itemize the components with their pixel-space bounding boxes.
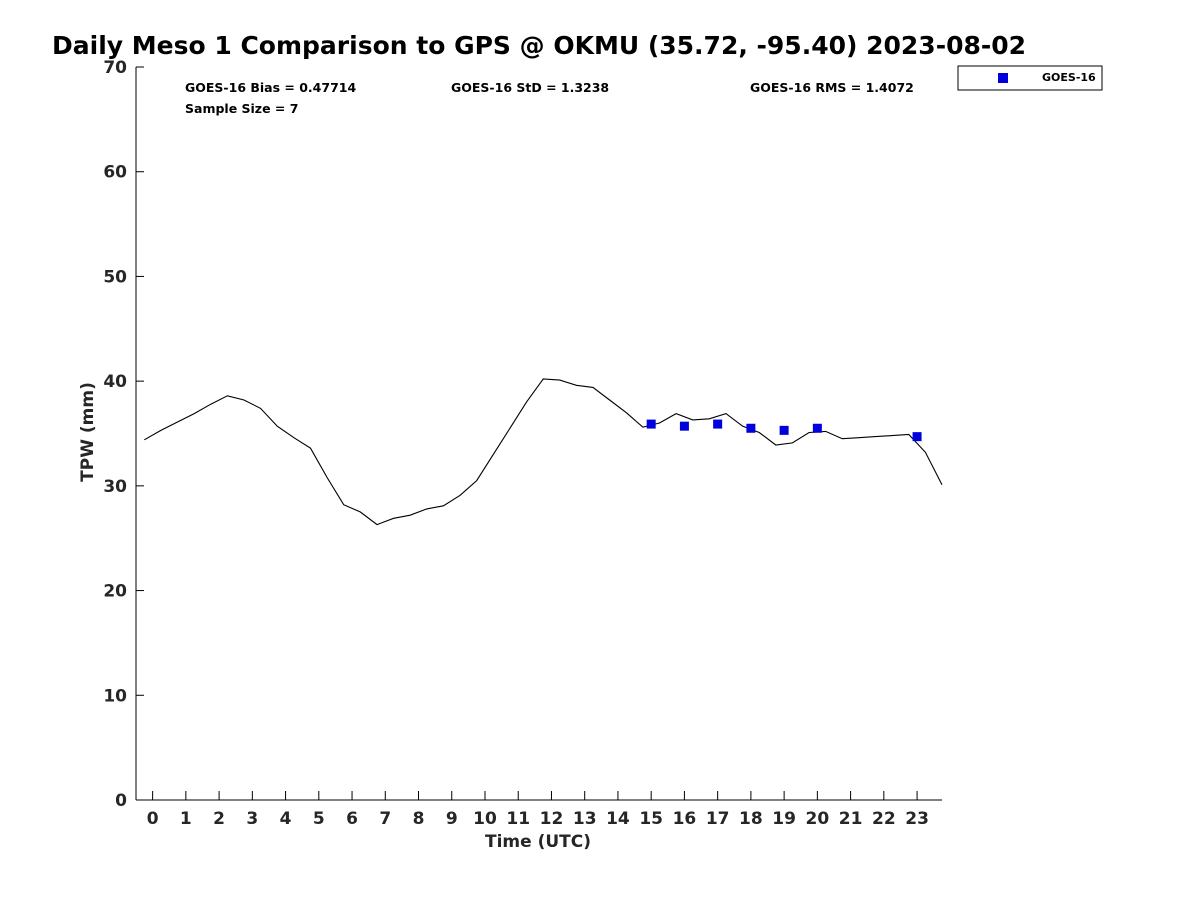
goes-16-point <box>812 423 822 433</box>
x-tick-label: 15 <box>639 809 663 829</box>
x-tick-label: 17 <box>706 809 730 829</box>
x-tick-label: 11 <box>506 809 530 829</box>
x-tick-label: 14 <box>606 809 630 829</box>
stat-std: GOES-16 StD = 1.3238 <box>451 80 609 95</box>
legend-marker-goes-16 <box>998 73 1008 83</box>
x-tick-label: 12 <box>540 809 564 829</box>
x-tick-label: 4 <box>280 809 292 829</box>
x-tick-label: 6 <box>346 809 358 829</box>
y-tick-label: 0 <box>115 791 127 811</box>
series-layer <box>144 378 943 526</box>
x-tick-label: 22 <box>872 809 896 829</box>
x-tick-label: 10 <box>473 809 497 829</box>
x-tick-label: 1 <box>180 809 192 829</box>
y-tick-label: 40 <box>103 372 127 392</box>
x-tick-label: 16 <box>673 809 697 829</box>
gps-tpw-line <box>144 378 943 526</box>
y-tick-label: 20 <box>103 582 127 602</box>
y-tick-label: 60 <box>103 163 127 183</box>
goes-16-point <box>779 425 789 435</box>
y-ticks: 0 10 20 30 40 50 60 70 <box>103 58 144 811</box>
x-ticks: 0 1 2 3 4 5 6 7 8 9 10 11 12 13 14 15 16 17 18 19 20 21 22 23 <box>147 791 929 829</box>
x-tick-label: 13 <box>573 809 597 829</box>
legend-label-goes-16: GOES-16 <box>1042 71 1096 84</box>
stat-sample-size: Sample Size = 7 <box>185 101 298 116</box>
x-tick-label: 21 <box>839 809 863 829</box>
x-tick-label: 23 <box>905 809 929 829</box>
y-tick-label: 10 <box>103 686 127 706</box>
goes-16-point <box>713 419 723 429</box>
chart-title: Daily Meso 1 Comparison to GPS @ OKMU (3… <box>52 31 1026 60</box>
x-tick-label: 3 <box>246 809 258 829</box>
x-axis-label: Time (UTC) <box>485 832 591 852</box>
x-tick-label: 2 <box>213 809 225 829</box>
stat-bias: GOES-16 Bias = 0.47714 <box>185 80 356 95</box>
goes-16-point <box>646 419 656 429</box>
y-tick-label: 50 <box>103 267 127 287</box>
y-axis-label: TPW (mm) <box>78 382 98 482</box>
x-tick-label: 18 <box>739 809 763 829</box>
goes-16-point <box>912 432 922 442</box>
y-tick-label: 30 <box>103 477 127 497</box>
x-tick-label: 0 <box>147 809 159 829</box>
goes-16-point <box>679 421 689 431</box>
x-tick-label: 5 <box>313 809 325 829</box>
x-tick-label: 19 <box>772 809 796 829</box>
x-tick-label: 7 <box>379 809 391 829</box>
x-tick-label: 9 <box>446 809 458 829</box>
x-tick-label: 8 <box>413 809 425 829</box>
y-tick-label: 70 <box>103 58 127 78</box>
legend-box <box>957 65 1103 91</box>
goes-16-point <box>746 423 756 433</box>
stat-rms: GOES-16 RMS = 1.4072 <box>750 80 914 95</box>
x-tick-label: 20 <box>806 809 830 829</box>
legend: GOES-16 <box>957 65 1103 91</box>
